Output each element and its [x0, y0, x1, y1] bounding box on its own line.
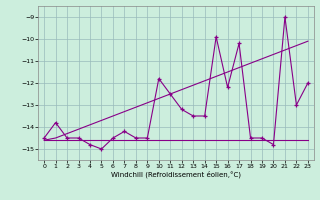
- X-axis label: Windchill (Refroidissement éolien,°C): Windchill (Refroidissement éolien,°C): [111, 171, 241, 178]
